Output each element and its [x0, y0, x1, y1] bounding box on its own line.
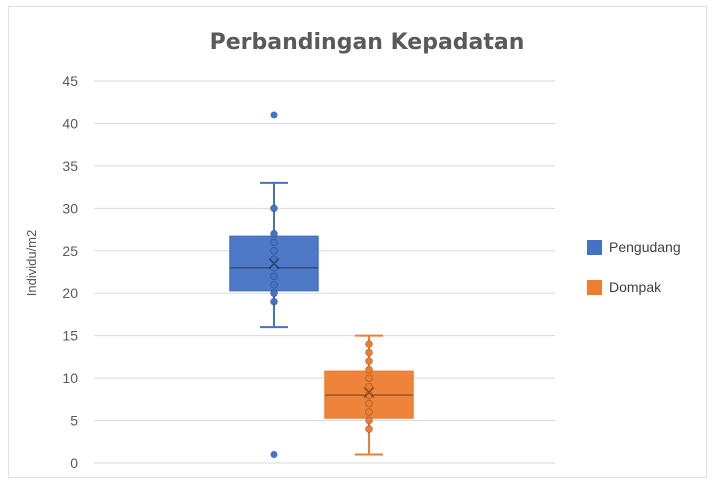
data-point	[270, 263, 278, 272]
legend-label-pengudang: Pengudang	[609, 239, 681, 255]
data-point	[270, 246, 278, 255]
boxplot-chart: Perbandingan Kepadatan Individu/m2 0 5 10 1…	[24, 30, 681, 471]
data-point	[270, 272, 278, 281]
legend: Pengudang Dompak	[587, 239, 681, 295]
data-point	[270, 229, 278, 238]
outlier-point	[270, 451, 278, 459]
chart-frame: Perbandingan Kepadatan Individu/m2 0 5 10 1…	[8, 6, 707, 478]
data-point	[270, 280, 278, 289]
data-point	[365, 425, 373, 433]
box-dompak	[324, 334, 414, 456]
data-point	[270, 297, 278, 306]
y-tick-label: 40	[62, 115, 78, 131]
data-point	[365, 382, 373, 391]
legend-label-dompak: Dompak	[609, 279, 662, 295]
data-point	[365, 340, 373, 349]
y-tick-label: 35	[62, 158, 78, 174]
data-point	[365, 416, 373, 425]
mean-marker	[268, 257, 280, 270]
y-tick-label: 5	[70, 413, 78, 429]
data-point	[365, 365, 373, 374]
y-tick-label: 45	[62, 73, 78, 89]
legend-swatch-dompak	[587, 280, 602, 295]
y-tick-label: 15	[62, 328, 78, 344]
data-point	[365, 374, 373, 383]
outlier-point	[270, 111, 278, 119]
y-tick-label: 30	[62, 200, 78, 216]
box-pengudang	[229, 111, 319, 459]
data-point	[270, 255, 278, 264]
data-point	[270, 204, 278, 213]
data-point	[270, 289, 278, 298]
gridlines	[94, 80, 555, 464]
data-point	[365, 391, 373, 399]
boxes	[229, 111, 414, 459]
data-point	[365, 348, 373, 357]
y-tick-label: 20	[62, 285, 78, 301]
data-point	[365, 357, 373, 366]
data-point	[365, 399, 373, 408]
y-tick-label: 10	[62, 370, 78, 386]
y-axis-label: Individu/m2	[24, 230, 39, 296]
y-tick-labels: 0 5 10 15 20 25 30 35 40 45	[62, 73, 78, 471]
data-point	[365, 408, 373, 416]
legend-swatch-pengudang	[587, 240, 602, 255]
data-point	[270, 238, 278, 247]
mean-marker	[363, 387, 375, 399]
chart-title: Perbandingan Kepadatan	[210, 30, 525, 55]
y-tick-label: 0	[70, 455, 78, 471]
y-tick-label: 25	[62, 243, 78, 259]
